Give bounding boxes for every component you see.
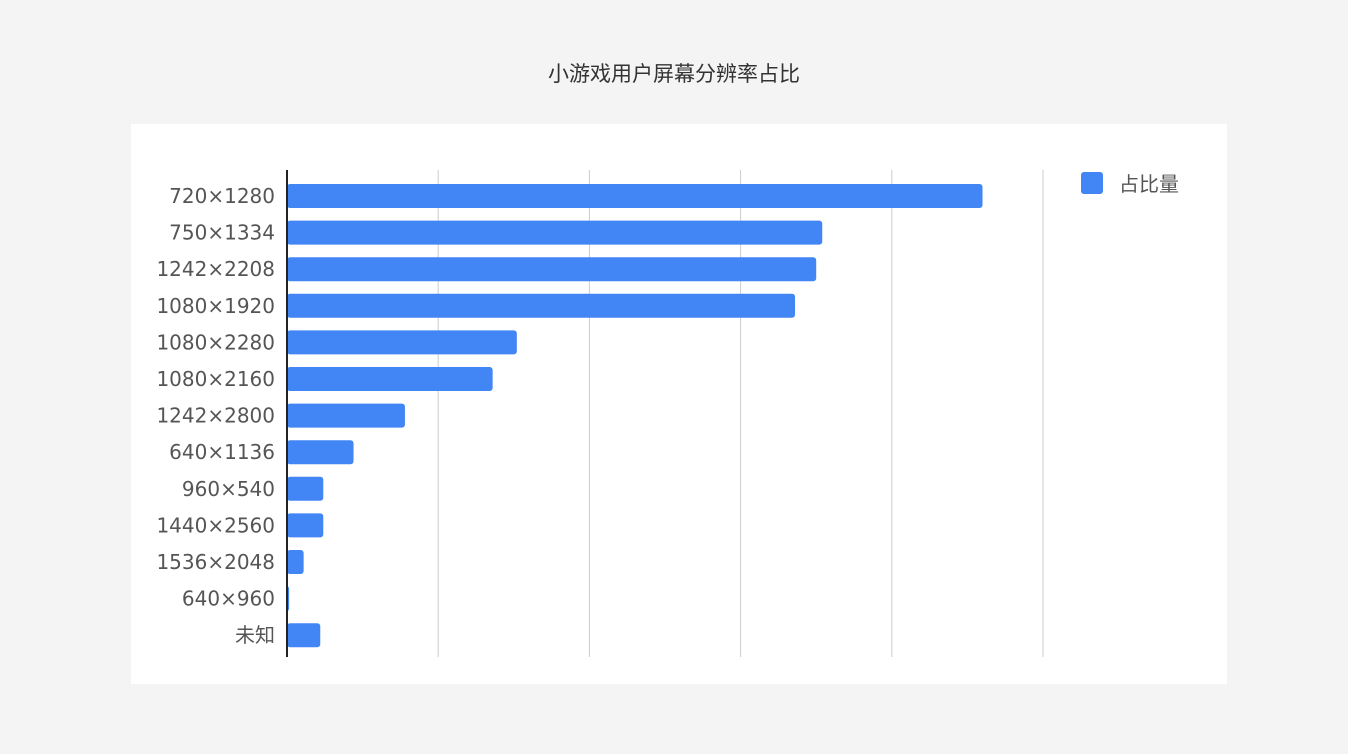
bar: [287, 440, 354, 465]
bar: [287, 623, 321, 648]
category-label: 640×960: [182, 587, 275, 611]
chart-title: 小游戏用户屏幕分辨率占比: [548, 62, 800, 86]
legend: 占比量: [1081, 168, 1179, 197]
bar: [287, 550, 304, 574]
bar: [287, 367, 493, 391]
category-label: 750×1334: [169, 221, 275, 245]
bar: [287, 513, 324, 538]
category-label: 640×1136: [169, 440, 275, 464]
bar: [287, 476, 324, 501]
category-label: 未知: [235, 623, 275, 647]
legend-swatch: [1081, 171, 1103, 194]
category-label: 1242×2208: [156, 257, 275, 281]
category-label: 1080×1920: [156, 294, 275, 318]
category-label: 720×1280: [169, 184, 275, 208]
category-label: 1080×2160: [156, 367, 275, 391]
legend-label: 占比量: [1119, 172, 1179, 196]
category-label: 960×540: [182, 477, 275, 501]
bar: [287, 330, 517, 355]
category-label: 1080×2280: [156, 330, 275, 354]
category-label: 1440×2560: [156, 513, 275, 537]
chart-panel: 720×1280 750×1334 1242×2208 1080×1920 1080×2…: [131, 124, 1227, 684]
bar: [287, 184, 983, 208]
category-label: 1242×2800: [156, 404, 275, 428]
bar: [287, 293, 796, 318]
bar: [287, 220, 823, 245]
bar: [287, 257, 817, 282]
bar: [287, 403, 405, 428]
bar-chart: 720×1280 750×1334 1242×2208 1080×1920 1080×2…: [156, 170, 1044, 657]
category-label: 1536×2048: [156, 550, 275, 574]
